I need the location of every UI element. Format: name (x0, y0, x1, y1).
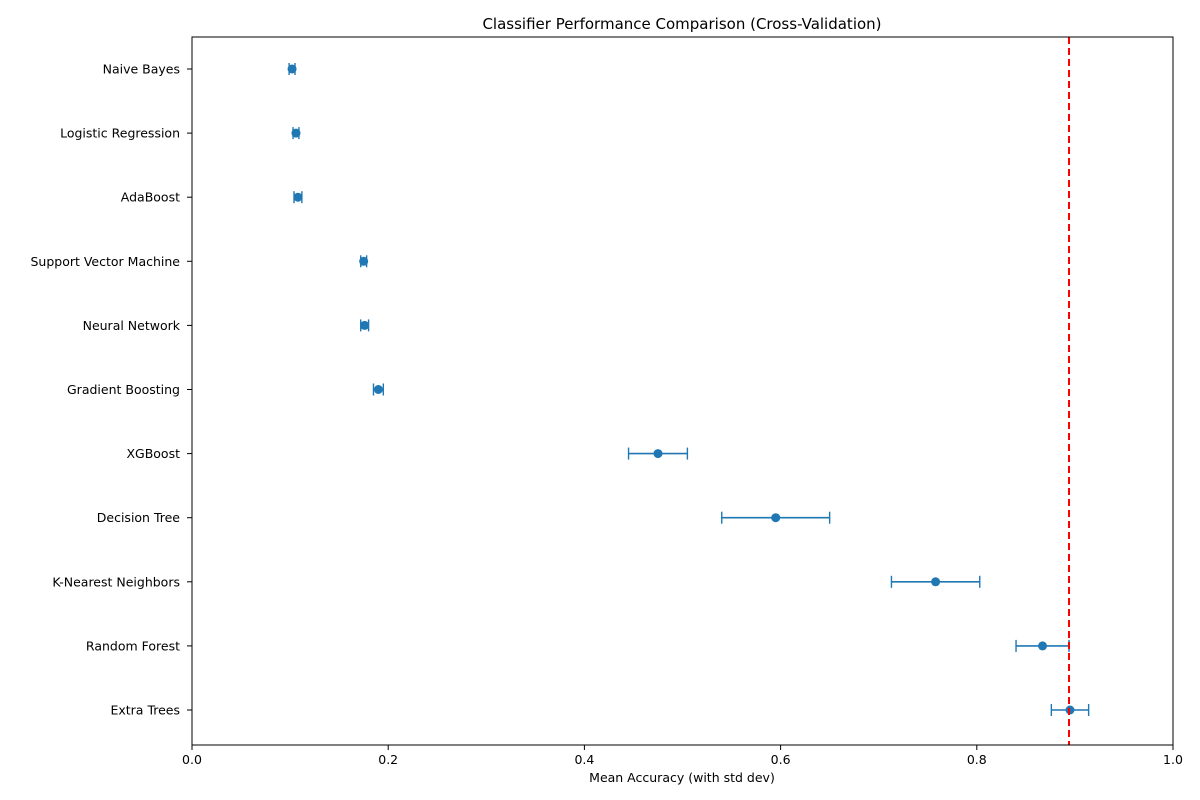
y-tick-label: Support Vector Machine (30, 254, 180, 269)
x-tick-label: 0.6 (771, 752, 791, 767)
y-tick-label: Extra Trees (110, 703, 180, 718)
x-axis-label: Mean Accuracy (with std dev) (589, 770, 775, 785)
mean-marker (1038, 641, 1048, 651)
y-tick-label: Random Forest (86, 638, 180, 653)
x-tick-label: 0.2 (378, 752, 398, 767)
y-tick-label: Naive Bayes (103, 62, 180, 77)
y-tick-label: Decision Tree (97, 510, 181, 525)
chart-title: Classifier Performance Comparison (Cross… (482, 15, 881, 33)
y-tick-label: AdaBoost (121, 190, 180, 205)
y-tick-label: Gradient Boosting (67, 382, 180, 397)
mean-marker (359, 256, 369, 266)
mean-marker (653, 449, 663, 459)
mean-marker (771, 513, 781, 523)
x-tick-label: 0.8 (967, 752, 987, 767)
mean-marker (287, 64, 297, 74)
mean-marker (931, 577, 941, 587)
mean-marker (373, 385, 383, 394)
y-tick-label: K-Nearest Neighbors (52, 574, 180, 589)
plot-area: 0.0 0.2 0.4 0.6 0.8 1.0 Naive Bayes Logistic Re… (30, 37, 1183, 767)
x-tick-label: 1.0 (1163, 752, 1183, 767)
mean-marker (360, 320, 370, 330)
plot-frame (191, 36, 1174, 746)
x-tick-label: 0.0 (182, 752, 202, 767)
y-tick-label: Logistic Regression (60, 126, 180, 141)
y-tick-label: XGBoost (126, 446, 180, 461)
mean-marker (293, 192, 303, 202)
mean-marker (291, 128, 301, 138)
x-tick-label: 0.4 (574, 752, 594, 767)
y-tick-label: Neural Network (83, 318, 181, 333)
